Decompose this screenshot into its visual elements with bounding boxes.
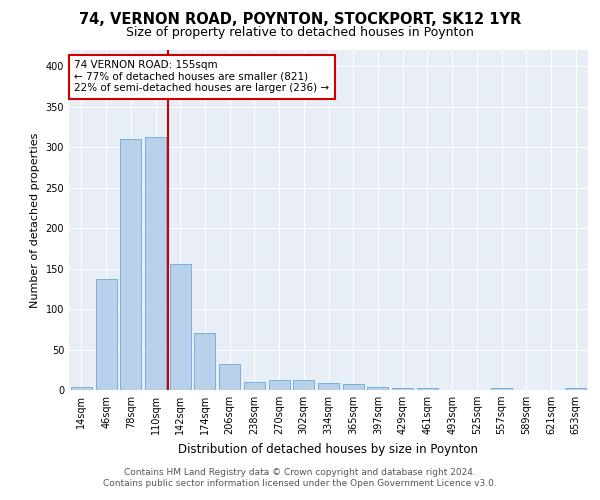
Bar [293,380,314,390]
Bar [318,382,339,390]
Bar [269,380,290,390]
Bar [392,388,413,390]
Bar [565,388,586,390]
Text: Contains HM Land Registry data © Crown copyright and database right 2024.
Contai: Contains HM Land Registry data © Crown c… [103,468,497,487]
Bar [491,388,512,390]
Text: 74, VERNON ROAD, POYNTON, STOCKPORT, SK12 1YR: 74, VERNON ROAD, POYNTON, STOCKPORT, SK1… [79,12,521,28]
Bar [244,382,265,390]
Bar [367,387,388,390]
Bar [120,139,141,390]
Bar [417,388,438,390]
X-axis label: Distribution of detached houses by size in Poynton: Distribution of detached houses by size … [179,442,479,456]
Text: Size of property relative to detached houses in Poynton: Size of property relative to detached ho… [126,26,474,39]
Bar [71,387,92,390]
Bar [219,364,240,390]
Bar [95,279,116,390]
Bar [145,136,166,390]
Bar [343,384,364,390]
Bar [194,332,215,390]
Bar [170,264,191,390]
Text: 74 VERNON ROAD: 155sqm
← 77% of detached houses are smaller (821)
22% of semi-de: 74 VERNON ROAD: 155sqm ← 77% of detached… [74,60,329,94]
Y-axis label: Number of detached properties: Number of detached properties [30,132,40,308]
